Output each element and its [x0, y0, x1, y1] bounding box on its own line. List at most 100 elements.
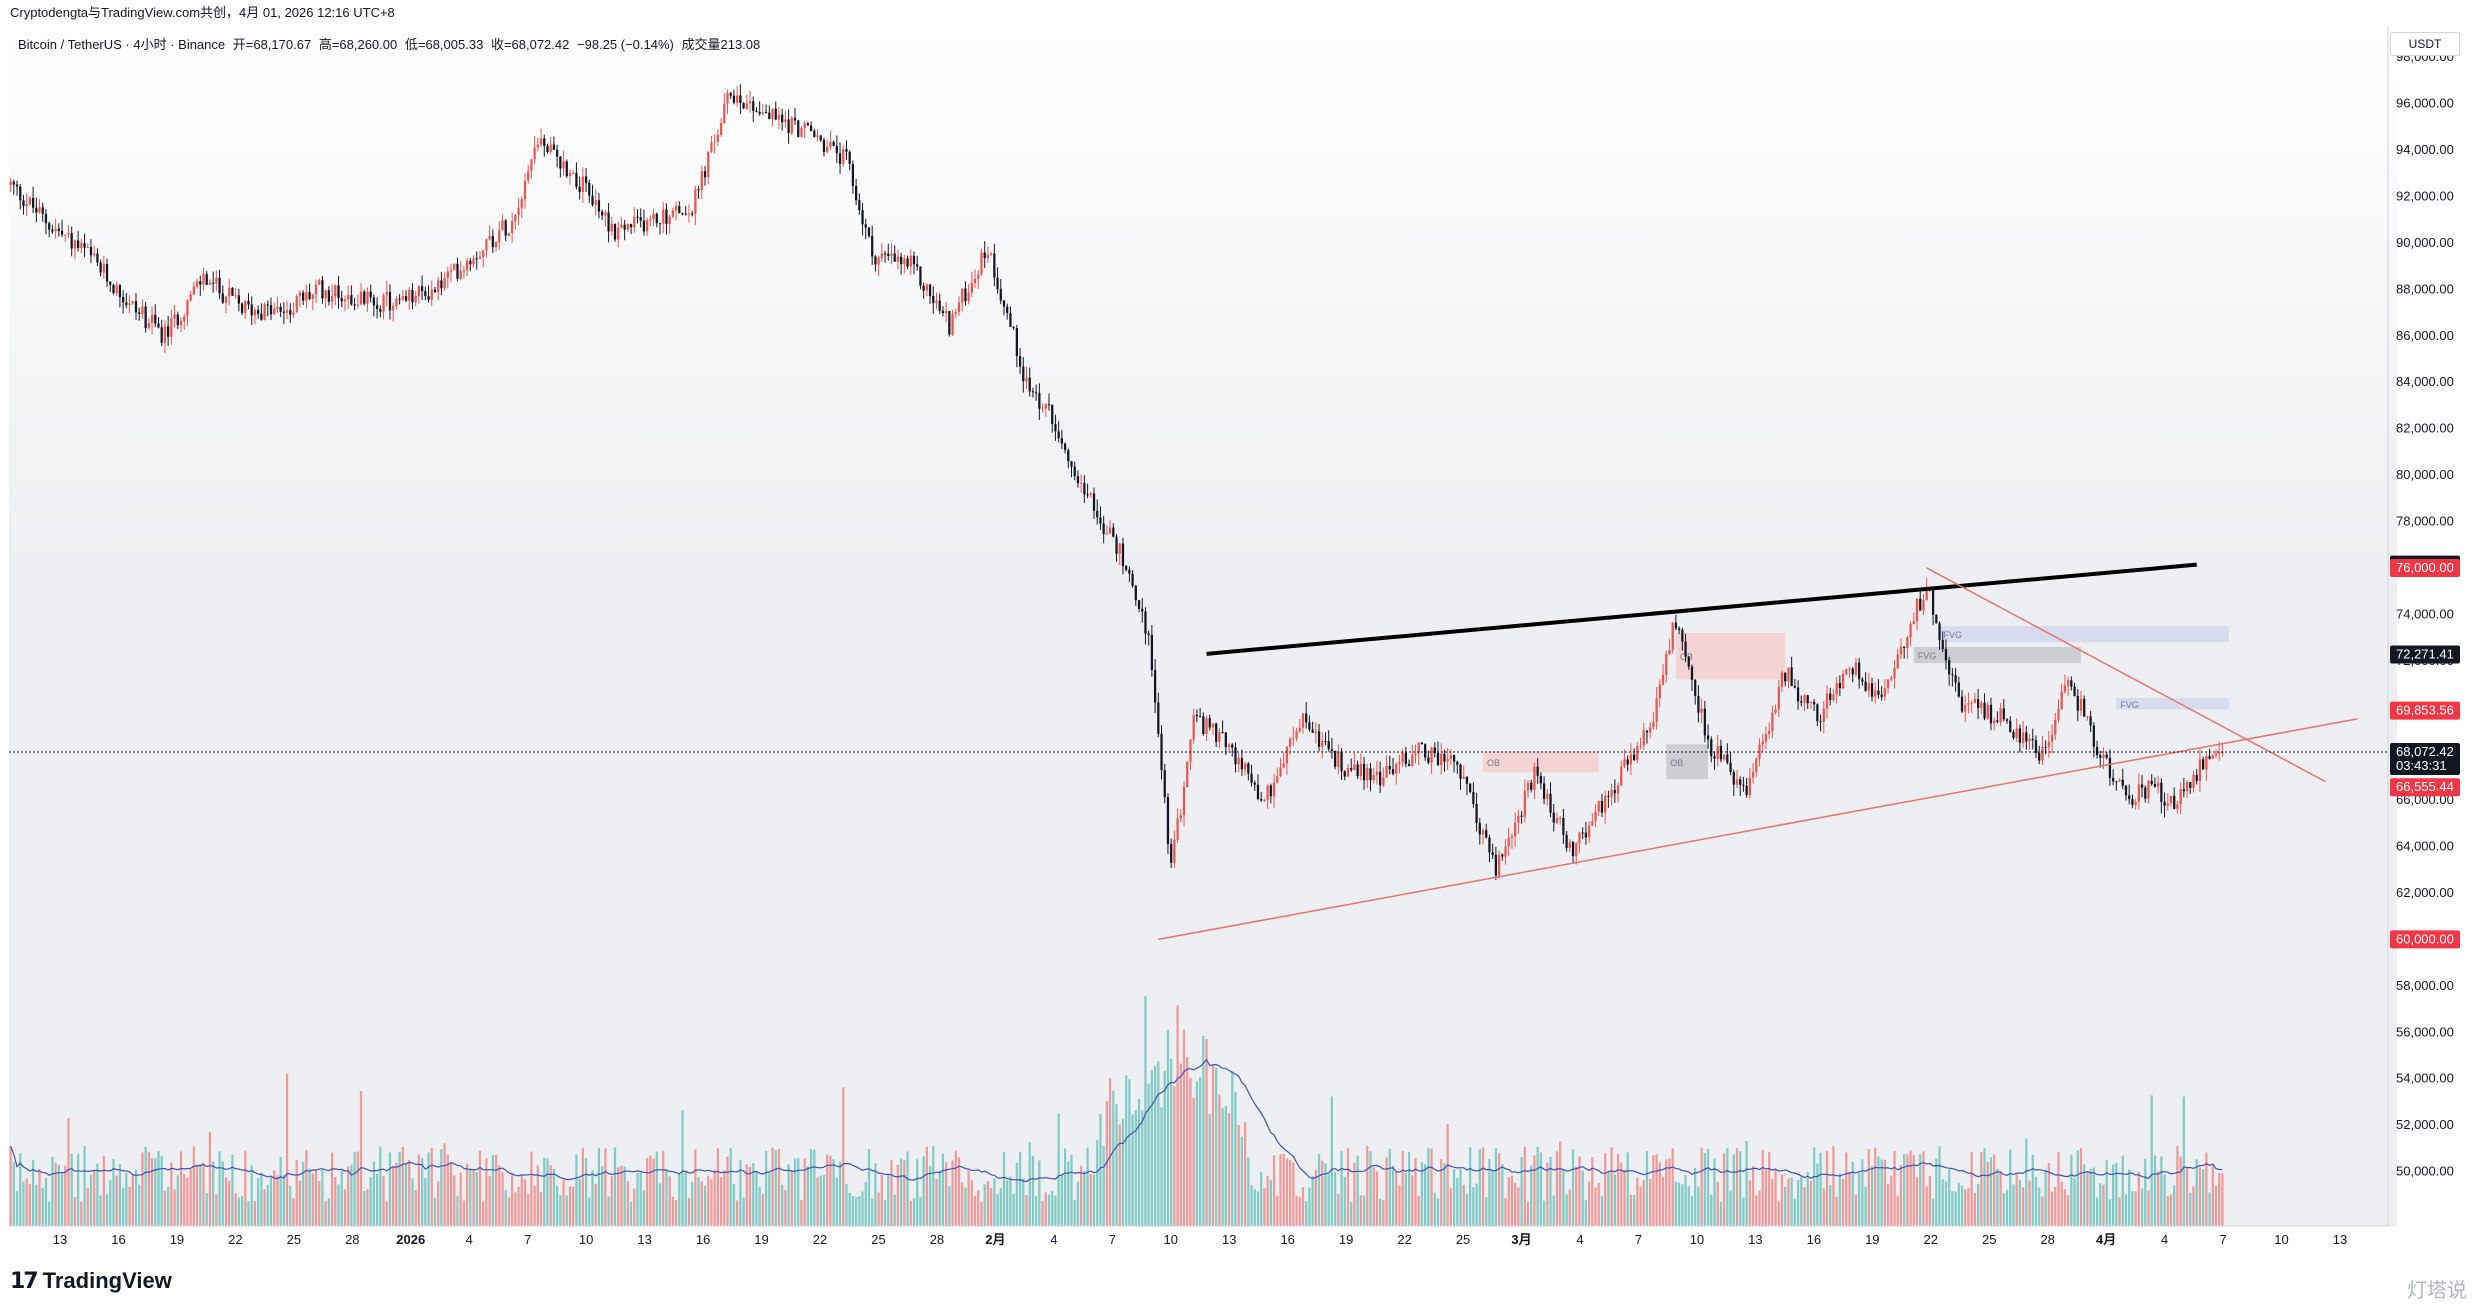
candle-body — [1819, 721, 1822, 723]
candle-body — [1465, 776, 1469, 784]
volume-bar — [2169, 1194, 2173, 1226]
candle-body — [797, 120, 800, 137]
candle-body — [1118, 543, 1121, 554]
volume-bar — [28, 1184, 32, 1226]
candle-body — [1706, 735, 1710, 740]
volume-bar — [983, 1184, 986, 1226]
volume-bar — [1996, 1168, 1999, 1226]
candle-body — [1970, 702, 1973, 704]
candle-body — [1163, 770, 1166, 798]
candle-body — [887, 253, 890, 256]
candle-body — [15, 184, 19, 187]
candle-body — [552, 144, 556, 150]
candle-body — [1620, 766, 1623, 786]
candle-body — [1960, 696, 1964, 712]
x-tick-label: 19 — [1865, 1232, 1879, 1247]
volume-bar — [1465, 1194, 1469, 1226]
volume-bar — [1674, 1181, 1678, 1226]
volume-bar — [1944, 1181, 1948, 1226]
symbol-name[interactable]: Bitcoin / TetherUS · 4小时 · Binance — [18, 37, 226, 52]
candle-body — [1038, 392, 1041, 409]
candle-body — [1350, 768, 1353, 770]
candle-body — [556, 149, 559, 157]
candle-body — [993, 253, 996, 278]
candle-body — [787, 119, 790, 134]
price-label-box — [2390, 930, 2460, 949]
volume-bar — [1716, 1181, 1719, 1226]
volume-bar — [330, 1152, 334, 1226]
x-tick-label: 10 — [579, 1232, 593, 1247]
volume-bar — [1356, 1155, 1359, 1226]
candle-body — [1497, 854, 1501, 876]
volume-bar — [1150, 1069, 1154, 1226]
candle-body — [928, 284, 932, 297]
candle-body — [678, 205, 681, 214]
candle-body — [334, 285, 337, 297]
candle-body — [1436, 752, 1440, 766]
volume-bar — [54, 1162, 57, 1226]
volume-bar — [1784, 1186, 1787, 1226]
candle-body — [816, 135, 819, 137]
candle-body — [514, 214, 517, 222]
candle-body — [2099, 755, 2102, 758]
volume-bar — [1028, 1142, 1031, 1226]
currency-button[interactable]: USDT — [2390, 32, 2460, 56]
candle-body — [893, 253, 896, 262]
volume-bar — [70, 1153, 73, 1226]
candle-body — [1822, 708, 1825, 722]
volume-bar — [803, 1158, 806, 1226]
candle-body — [777, 114, 781, 120]
candle-body — [179, 320, 183, 326]
candle-body — [697, 189, 700, 191]
candle-body — [2153, 783, 2157, 787]
volume-bar — [607, 1196, 610, 1226]
candle-body — [649, 219, 652, 221]
candle-body — [324, 290, 327, 299]
volume-bar — [2211, 1165, 2214, 1226]
volume-bar — [2086, 1172, 2089, 1226]
candle-body — [2189, 782, 2192, 788]
volume-bar — [601, 1166, 604, 1226]
candle-body — [2057, 708, 2060, 720]
volume-bar — [1317, 1153, 1321, 1226]
candle-body — [237, 295, 240, 304]
volume-bar — [1208, 1114, 1211, 1226]
tradingview-brand[interactable]: 𝟭𝟳 TradingView — [10, 1268, 172, 1294]
volume-bar — [2095, 1197, 2099, 1226]
candle-body — [157, 323, 160, 328]
candle-body — [2176, 804, 2179, 809]
volume-bar — [1096, 1139, 1099, 1226]
candle-body — [2060, 691, 2063, 709]
candle-body — [1089, 493, 1092, 495]
candle-body — [880, 253, 883, 258]
candle-body — [176, 314, 179, 326]
candle-body — [1523, 790, 1526, 817]
candle-body — [282, 311, 285, 313]
candle-body — [2134, 801, 2137, 805]
volume-bar — [1665, 1159, 1668, 1226]
candle-body — [1890, 677, 1893, 680]
candle-body — [465, 260, 469, 271]
volume-bar — [1671, 1148, 1674, 1226]
volume-bar — [453, 1175, 456, 1226]
volume-bar — [363, 1191, 366, 1226]
candle-body — [781, 114, 784, 123]
volume-bar — [1073, 1199, 1076, 1226]
volume-bar — [1751, 1165, 1755, 1226]
volume-bar — [305, 1150, 308, 1226]
y-tick-label: 56,000.00 — [2396, 1024, 2454, 1039]
volume-bar — [80, 1201, 83, 1226]
volume-bar — [1755, 1195, 1758, 1226]
volume-bar — [1655, 1154, 1658, 1226]
candle-body — [1542, 783, 1546, 799]
candle-body — [1330, 748, 1334, 751]
candle-body — [22, 200, 25, 207]
volume-bar — [1858, 1172, 1861, 1226]
volume-bar — [1594, 1187, 1597, 1226]
candle-body — [1986, 704, 1989, 719]
candle-body — [414, 295, 417, 303]
candle-body — [395, 298, 398, 306]
volume-bar — [41, 1187, 44, 1226]
volume-bar — [935, 1179, 938, 1226]
